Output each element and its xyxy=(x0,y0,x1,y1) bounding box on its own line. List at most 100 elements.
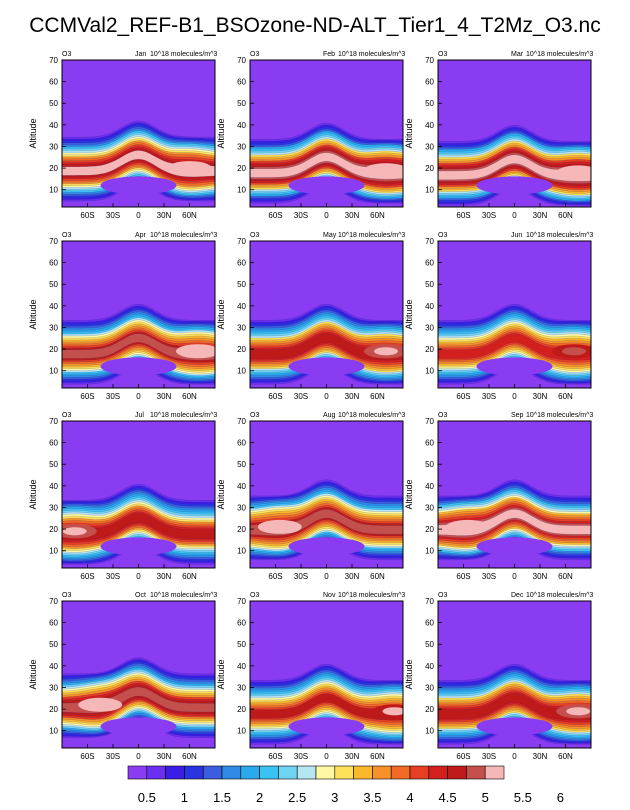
x-tick-label: 60N xyxy=(558,392,573,401)
panel-units: 10^18 molecules/m^3 xyxy=(338,51,405,58)
y-tick-label: 60 xyxy=(49,78,58,87)
x-tick-label: 0 xyxy=(324,211,329,220)
y-axis-label: Altitude xyxy=(28,479,38,509)
colorbar-swatch xyxy=(165,765,185,780)
panel-apr: O3 Apr 10^18 molecules/m^3 10 20 30 40 50 60 70 60… xyxy=(28,232,217,401)
colorbar-swatch xyxy=(353,765,373,780)
x-tick-label: 30N xyxy=(345,752,360,761)
colorbar-tick-label: 1 xyxy=(181,790,188,805)
contour-band xyxy=(438,693,591,721)
y-tick-label: 30 xyxy=(425,503,434,512)
x-tick-label: 30N xyxy=(157,211,172,220)
contour-field xyxy=(250,241,403,388)
colorbar-swatch xyxy=(127,765,148,780)
x-tick-label: 30S xyxy=(482,572,496,581)
contour-field xyxy=(438,601,591,748)
colorbar-swatch xyxy=(259,765,279,780)
panel-variable-label: O3 xyxy=(438,412,447,419)
x-tick-label: 30N xyxy=(533,211,548,220)
y-tick-label: 30 xyxy=(425,142,434,151)
y-tick-label: 40 xyxy=(49,302,58,311)
tropical-minimum xyxy=(476,357,553,376)
y-tick-label: 10 xyxy=(237,547,246,556)
panel-units: 10^18 molecules/m^3 xyxy=(526,232,593,239)
panel-variable-label: O3 xyxy=(62,592,71,599)
panel-month: Jul xyxy=(135,412,144,419)
panel-month: Oct xyxy=(135,592,146,599)
tropical-minimum xyxy=(476,717,553,736)
colorbar-tick-label: 5 xyxy=(482,790,489,805)
panel-nov: O3 Nov 10^18 molecules/m^3 10 20 30 40 50 60 70 60… xyxy=(216,592,405,761)
y-tick-label: 10 xyxy=(425,367,434,376)
x-tick-label: 0 xyxy=(512,752,517,761)
y-tick-label: 30 xyxy=(425,683,434,692)
y-axis-label: Altitude xyxy=(216,118,226,148)
x-tick-label: 30S xyxy=(106,392,120,401)
x-tick-label: 0 xyxy=(136,752,141,761)
y-tick-label: 70 xyxy=(237,417,246,426)
y-tick-label: 50 xyxy=(237,640,246,649)
y-tick-label: 50 xyxy=(425,280,434,289)
contour-field xyxy=(62,421,215,568)
y-axis-label: Altitude xyxy=(216,299,226,329)
x-tick-label: 30N xyxy=(157,752,172,761)
contour-field xyxy=(438,241,591,388)
y-tick-label: 10 xyxy=(425,547,434,556)
colorbar-swatch xyxy=(202,765,223,780)
x-tick-label: 30N xyxy=(157,572,172,581)
y-tick-label: 50 xyxy=(237,280,246,289)
peak-core xyxy=(177,164,202,173)
colorbar-swatch xyxy=(334,765,354,780)
colorbar-swatch xyxy=(466,765,486,780)
y-tick-label: 10 xyxy=(49,547,58,556)
peak-core xyxy=(566,168,591,177)
x-tick-label: 60N xyxy=(370,211,385,220)
panel-variable-label: O3 xyxy=(62,51,71,58)
y-tick-label: 40 xyxy=(425,302,434,311)
contour-band xyxy=(438,333,591,361)
contour-field xyxy=(62,60,215,207)
y-tick-label: 60 xyxy=(425,78,434,87)
contour-field xyxy=(62,601,215,748)
x-tick-label: 60N xyxy=(370,752,385,761)
x-tick-label: 30N xyxy=(345,572,360,581)
contour-field xyxy=(250,421,403,568)
panel-units: 10^18 molecules/m^3 xyxy=(150,592,217,599)
y-tick-label: 40 xyxy=(237,662,246,671)
y-tick-label: 70 xyxy=(49,597,58,606)
y-axis-label: Altitude xyxy=(28,659,38,689)
panel-units: 10^18 molecules/m^3 xyxy=(150,51,217,58)
y-tick-label: 10 xyxy=(49,727,58,736)
contour-field xyxy=(250,601,403,748)
contour-band xyxy=(250,152,403,180)
colorbar-tick-label: 1.5 xyxy=(213,790,231,805)
y-tick-label: 20 xyxy=(425,525,434,534)
x-tick-label: 60N xyxy=(558,572,573,581)
colorbar-swatch xyxy=(240,765,260,780)
colorbar-swatch xyxy=(372,765,392,780)
y-tick-label: 10 xyxy=(49,186,58,195)
y-tick-label: 10 xyxy=(237,367,246,376)
x-tick-label: 60N xyxy=(370,572,385,581)
x-tick-label: 0 xyxy=(324,572,329,581)
y-tick-label: 20 xyxy=(49,525,58,534)
x-tick-label: 30N xyxy=(533,752,548,761)
x-tick-label: 60S xyxy=(80,211,94,220)
y-tick-label: 70 xyxy=(425,237,434,246)
peak-core xyxy=(566,707,591,716)
panel-grid: O3 Jan 10^18 molecules/m^3 10 20 30 40 50 60 70 60… xyxy=(28,51,593,761)
panel-may: O3 May 10^18 molecules/m^3 10 20 30 40 50 60 70 60… xyxy=(216,232,405,401)
x-tick-label: 30S xyxy=(482,392,496,401)
y-tick-label: 20 xyxy=(425,705,434,714)
colorbar-tick-label: 6 xyxy=(557,790,564,805)
y-tick-label: 40 xyxy=(49,482,58,491)
panel-month: Feb xyxy=(323,51,335,58)
peak-core xyxy=(62,527,87,536)
x-tick-label: 30S xyxy=(294,211,308,220)
y-tick-label: 30 xyxy=(49,323,58,332)
y-tick-label: 30 xyxy=(237,142,246,151)
contour-band xyxy=(438,154,591,182)
contour-band xyxy=(250,333,403,361)
y-tick-label: 20 xyxy=(237,345,246,354)
tropical-minimum xyxy=(288,537,365,556)
